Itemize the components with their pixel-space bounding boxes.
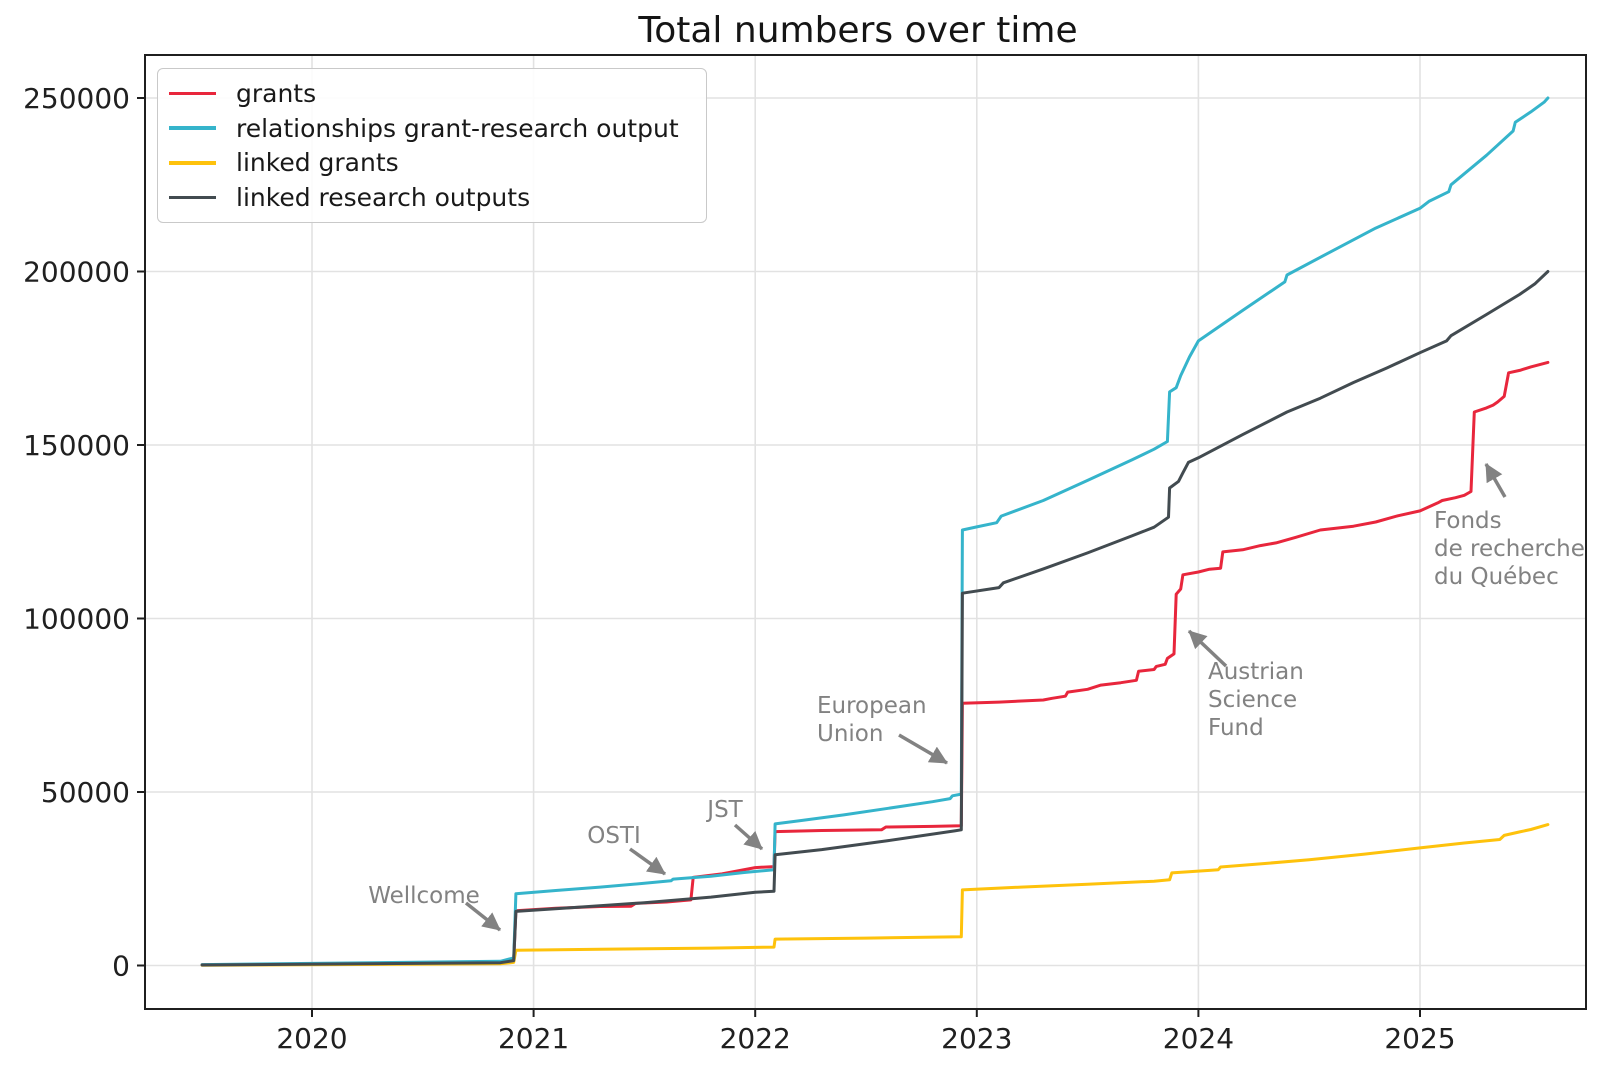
linked-grants-line-swatch bbox=[169, 161, 216, 165]
annotation-arrow-austrian-science-fund bbox=[1187, 629, 1228, 668]
relationships-line-swatch bbox=[169, 126, 216, 130]
x-tick-label: 2023 bbox=[941, 1022, 1012, 1055]
axis-tick-labels: 2020 2021 2022 2023 2024 2025 0 50000 100000 1500… bbox=[23, 82, 1456, 1055]
y-tick-label: 100000 bbox=[23, 603, 130, 636]
annotation-european-union: European Union bbox=[817, 693, 927, 748]
legend: grants relationships grant-research outp… bbox=[157, 68, 707, 223]
legend-label: linked grants bbox=[236, 148, 399, 178]
annotation-arrows bbox=[464, 463, 1507, 932]
annotation-arrow-wellcome bbox=[464, 901, 502, 932]
legend-item-relationships: relationships grant-research output bbox=[158, 114, 706, 143]
legend-item-linked-grants: linked grants bbox=[158, 148, 706, 177]
legend-item-linked-outputs: linked research outputs bbox=[158, 183, 706, 212]
legend-label: grants bbox=[236, 78, 317, 108]
x-tick-label: 2024 bbox=[1163, 1022, 1234, 1055]
legend-label: linked research outputs bbox=[236, 183, 531, 213]
y-tick-label: 0 bbox=[112, 950, 130, 983]
series-line-linked-grants bbox=[200, 823, 1550, 967]
x-tick-label: 2025 bbox=[1384, 1022, 1455, 1055]
y-tick-label: 200000 bbox=[23, 256, 130, 289]
annotation-wellcome: Wellcome bbox=[368, 882, 480, 909]
chart-title: Total numbers over time bbox=[638, 10, 1078, 51]
grants-line-swatch bbox=[169, 91, 216, 96]
annotation-arrow-jst bbox=[733, 823, 764, 851]
y-tick-label: 250000 bbox=[23, 82, 130, 115]
legend-label: relationships grant-research output bbox=[236, 113, 679, 143]
x-tick-label: 2020 bbox=[276, 1022, 347, 1055]
series-line-relationships-grant-research-output bbox=[200, 96, 1550, 967]
series-line-grants bbox=[200, 360, 1550, 967]
x-tick-label: 2022 bbox=[720, 1022, 791, 1055]
annotation-fonds-quebec: Fonds de recherche du Québec bbox=[1434, 508, 1585, 591]
legend-item-grants: grants bbox=[158, 79, 706, 108]
y-tick-label: 150000 bbox=[23, 429, 130, 462]
linked-outputs-line-swatch bbox=[169, 195, 216, 200]
annotation-arrow-fonds-quebec bbox=[1484, 463, 1507, 498]
annotation-jst: JST bbox=[707, 796, 743, 823]
annotation-arrow-osti bbox=[628, 847, 667, 876]
x-tick-label: 2021 bbox=[498, 1022, 569, 1055]
y-tick-label: 50000 bbox=[41, 776, 130, 809]
axis-ticks bbox=[137, 97, 1421, 1017]
annotation-osti: OSTI bbox=[587, 822, 641, 849]
plot-frame bbox=[144, 54, 1587, 1010]
annotation-austrian-science-fund: Austrian Science Fund bbox=[1208, 659, 1304, 742]
annotation-arrow-european-union bbox=[898, 733, 948, 765]
series-line-linked-research-outputs bbox=[200, 270, 1550, 967]
